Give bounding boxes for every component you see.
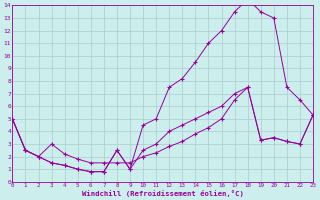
X-axis label: Windchill (Refroidissement éolien,°C): Windchill (Refroidissement éolien,°C) — [82, 190, 244, 197]
